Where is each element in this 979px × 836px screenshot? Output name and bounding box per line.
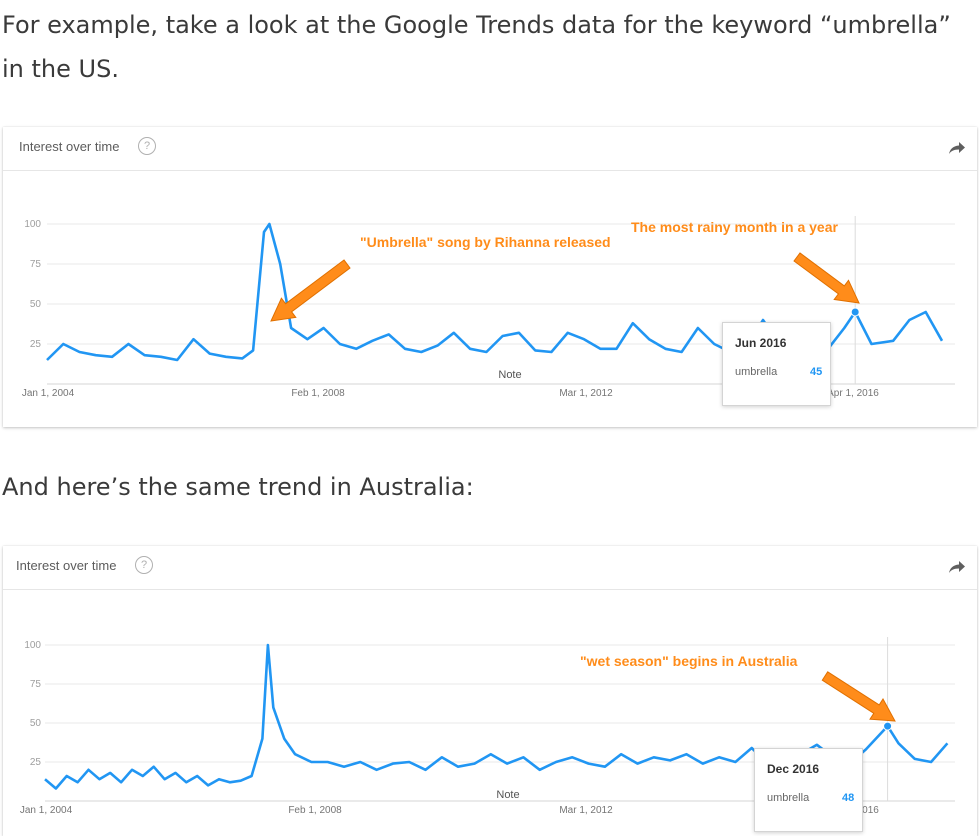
card-header: Interest over time ? bbox=[3, 546, 977, 590]
line-chart-us: 100 75 50 25 Jan 1, 2004 Feb 1, 2008 Mar 1, 20… bbox=[22, 216, 955, 399]
tooltip-value: 48 bbox=[842, 792, 855, 804]
middle-paragraph: And here’s the same trend in Australia: bbox=[2, 473, 474, 501]
highlight-point bbox=[883, 721, 893, 731]
x-tick-label: Apr 1, 2016 bbox=[827, 388, 879, 399]
y-tick-label: 75 bbox=[30, 679, 42, 690]
annotation-arrow bbox=[793, 252, 860, 304]
tooltip-date: Jun 2016 bbox=[735, 336, 787, 350]
x-tick-label: Jan 1, 2004 bbox=[22, 388, 75, 399]
annotation-arrow bbox=[270, 259, 351, 322]
annotation-text: "Umbrella" song by Rihanna released bbox=[360, 234, 611, 250]
x-tick-label: Mar 1, 2012 bbox=[559, 805, 613, 816]
intro-paragraph: For example, take a look at the Google T… bbox=[2, 11, 951, 83]
y-tick-label: 100 bbox=[24, 640, 41, 651]
highlight-point bbox=[850, 307, 860, 317]
tooltip: Jun 2016 umbrella 45 bbox=[722, 322, 831, 406]
card-title: Interest over time bbox=[19, 139, 120, 154]
y-tick-label: 25 bbox=[30, 339, 42, 350]
note-label[interactable]: Note bbox=[498, 369, 521, 381]
annotation-arrow bbox=[821, 671, 896, 722]
tooltip-term: umbrella bbox=[767, 792, 810, 804]
trends-card-us: Interest over time ? 100 75 50 25 Jan 1, 200… bbox=[3, 127, 977, 427]
x-tick-label: Feb 1, 2008 bbox=[288, 805, 342, 816]
help-icon[interactable]: ? bbox=[135, 556, 153, 574]
tooltip: Dec 2016 umbrella 48 bbox=[754, 748, 863, 832]
trends-card-australia: Interest over time ? 100 75 50 25 Jan 1, 200… bbox=[3, 546, 977, 836]
help-icon[interactable]: ? bbox=[138, 137, 156, 155]
y-tick-label: 50 bbox=[30, 299, 42, 310]
x-tick-label: Feb 1, 2008 bbox=[291, 388, 345, 399]
annotation-text: "wet season" begins in Australia bbox=[580, 653, 798, 669]
y-tick-label: 25 bbox=[30, 757, 42, 768]
x-tick-label: Mar 1, 2012 bbox=[559, 388, 613, 399]
tooltip-date: Dec 2016 bbox=[767, 762, 820, 776]
x-tick-label: Jan 1, 2004 bbox=[20, 805, 73, 816]
share-icon[interactable] bbox=[949, 141, 965, 155]
y-tick-label: 100 bbox=[24, 219, 41, 230]
share-icon[interactable] bbox=[949, 560, 965, 574]
tooltip-term: umbrella bbox=[735, 366, 778, 378]
note-label[interactable]: Note bbox=[496, 789, 519, 801]
annotation-text: The most rainy month in a year bbox=[631, 219, 838, 235]
y-tick-label: 75 bbox=[30, 259, 42, 270]
card-header: Interest over time ? bbox=[3, 127, 977, 171]
y-tick-label: 50 bbox=[30, 718, 42, 729]
tooltip-value: 45 bbox=[810, 366, 823, 378]
card-title: Interest over time bbox=[16, 558, 117, 573]
